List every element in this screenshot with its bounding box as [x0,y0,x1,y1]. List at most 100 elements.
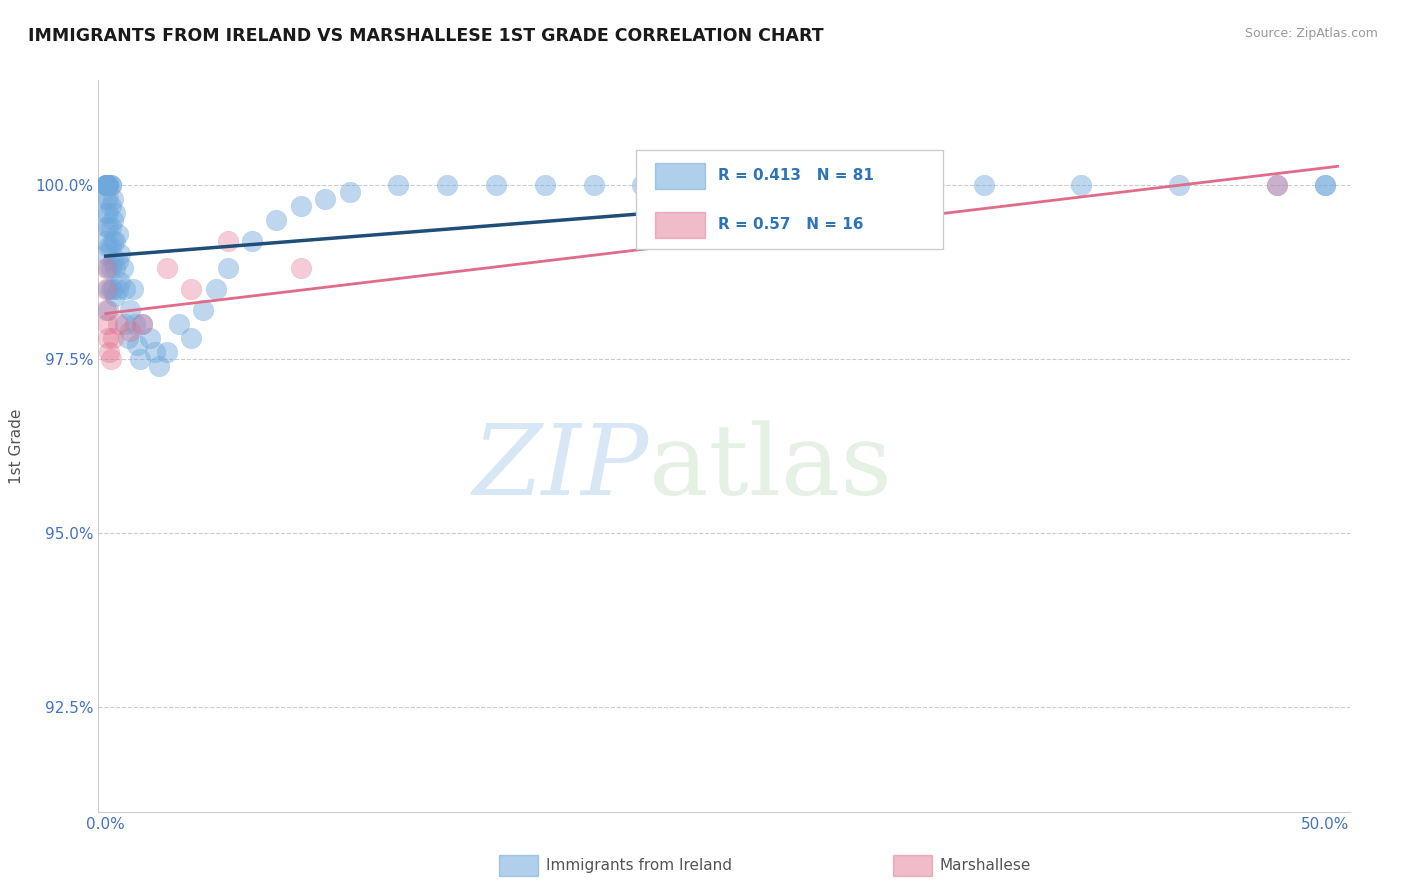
Point [128,351,150,366]
Point [104,205,127,219]
Point [100,178,122,192]
Point [94,178,117,192]
Point [100,199,122,213]
Point [94,192,117,206]
Point [97,240,120,254]
Point [97,205,120,219]
Point [120,303,142,318]
Point [167,317,190,331]
Text: Source: ZipAtlas.com: Source: ZipAtlas.com [1244,27,1378,40]
Point [156,261,179,276]
Point [266,212,288,227]
Text: Immigrants from Ireland: Immigrants from Ireland [546,858,731,872]
Point [94,178,117,192]
Point [217,261,239,276]
Point [533,178,555,192]
Point [101,254,124,268]
Point [96,317,118,331]
FancyBboxPatch shape [637,150,943,249]
Point [290,261,312,276]
Point [97,261,120,276]
Point [97,178,120,192]
Point [156,345,179,359]
Point [1315,178,1337,192]
Point [127,338,149,352]
Point [114,282,136,296]
Point [131,317,153,331]
Point [94,219,117,234]
Point [110,275,132,289]
Point [94,282,117,296]
Point [100,261,122,276]
Text: ZIP: ZIP [472,420,650,516]
Y-axis label: 1st Grade: 1st Grade [10,409,24,483]
Point [180,282,202,296]
Point [131,317,153,331]
Point [314,192,336,206]
Point [97,178,120,192]
Point [704,178,727,192]
Point [97,219,120,234]
Point [104,261,127,276]
Point [143,345,166,359]
Point [98,345,121,359]
Text: atlas: atlas [650,420,891,516]
Point [240,234,263,248]
Point [100,351,122,366]
Point [94,178,117,192]
Point [107,254,129,268]
FancyBboxPatch shape [655,163,706,188]
Point [1265,178,1288,192]
Point [827,178,849,192]
Point [100,282,122,296]
Point [121,282,143,296]
Point [97,178,120,192]
Point [204,282,226,296]
Point [117,331,139,345]
Point [1315,178,1337,192]
Point [339,185,361,199]
Point [582,178,605,192]
Point [97,192,120,206]
Point [1168,178,1191,192]
Point [114,317,136,331]
Point [94,261,117,276]
Point [100,219,122,234]
Text: IMMIGRANTS FROM IRELAND VS MARSHALLESE 1ST GRADE CORRELATION CHART: IMMIGRANTS FROM IRELAND VS MARSHALLESE 1… [28,27,824,45]
Point [94,234,117,248]
Point [148,359,170,373]
Point [100,240,122,254]
Point [100,178,122,192]
Point [485,178,508,192]
Point [97,331,120,345]
Point [94,178,117,192]
Text: R = 0.57   N = 16: R = 0.57 N = 16 [718,217,863,232]
Point [111,261,134,276]
Point [94,205,117,219]
Point [120,324,142,338]
Point [101,331,124,345]
FancyBboxPatch shape [655,212,706,237]
Point [436,178,458,192]
Text: Marshallese: Marshallese [939,858,1031,872]
Point [1265,178,1288,192]
Point [104,234,127,248]
Point [193,303,215,318]
Point [631,178,654,192]
Point [290,199,312,213]
Point [217,234,239,248]
Point [180,331,202,345]
Point [101,192,124,206]
Point [124,317,146,331]
Point [107,227,129,241]
Point [101,282,124,296]
Point [94,303,117,318]
Point [387,178,409,192]
Point [138,331,160,345]
Point [94,247,117,261]
Point [101,234,124,248]
Point [754,178,776,192]
Point [101,212,124,227]
Point [94,178,117,192]
Point [1070,178,1092,192]
